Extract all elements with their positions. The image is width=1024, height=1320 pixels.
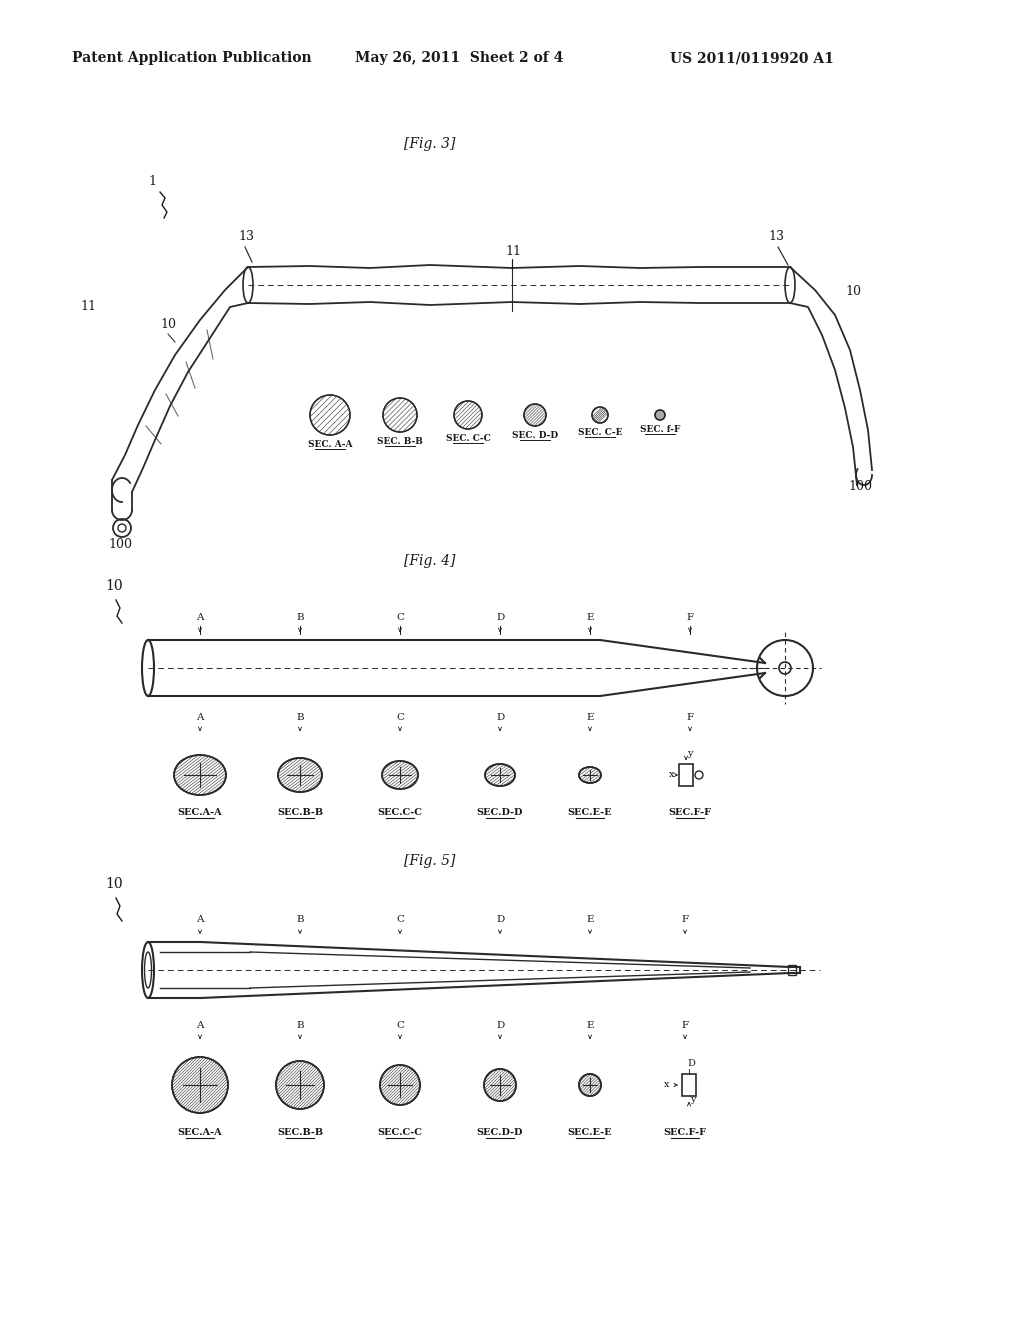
Ellipse shape [524,404,546,426]
Text: SEC.F-F: SEC.F-F [664,1129,707,1137]
Text: E: E [586,915,594,924]
Text: SEC. B-B: SEC. B-B [377,437,423,446]
Text: D: D [496,612,504,622]
Ellipse shape [382,762,418,789]
Bar [679,764,693,785]
Text: SEC.D-D: SEC.D-D [477,808,523,817]
Text: SEC.C-C: SEC.C-C [378,808,423,817]
Ellipse shape [380,1065,420,1105]
Ellipse shape [655,411,665,420]
Text: 10: 10 [105,876,123,891]
Text: A: A [196,915,204,924]
Ellipse shape [592,407,608,422]
Text: SEC.B-B: SEC.B-B [276,1129,323,1137]
Text: F: F [681,915,688,924]
Text: D: D [496,915,504,924]
Text: May 26, 2011  Sheet 2 of 4: May 26, 2011 Sheet 2 of 4 [355,51,563,65]
Text: B: B [296,713,304,722]
Text: F: F [681,1020,688,1030]
Text: SEC.D-D: SEC.D-D [477,1129,523,1137]
Text: Patent Application Publication: Patent Application Publication [72,51,311,65]
Text: 1: 1 [148,176,156,187]
Text: [Fig. 5]: [Fig. 5] [404,854,456,869]
Text: F: F [686,612,693,622]
Text: [Fig. 4]: [Fig. 4] [404,554,456,568]
Text: A: A [196,713,204,722]
Text: 100: 100 [848,480,872,492]
Text: SEC. D-D: SEC. D-D [512,432,558,440]
Ellipse shape [276,1061,324,1109]
Text: 11: 11 [80,300,96,313]
Text: x: x [664,1080,670,1089]
Text: D: D [687,1059,695,1068]
Text: SEC.E-E: SEC.E-E [567,808,612,817]
Text: 10: 10 [160,318,176,331]
Ellipse shape [485,764,515,785]
Text: 13: 13 [238,230,254,243]
Ellipse shape [484,1069,516,1101]
Text: F: F [686,713,693,722]
Text: SEC.A-A: SEC.A-A [177,1129,222,1137]
Text: C: C [396,915,404,924]
Text: E: E [586,612,594,622]
Text: D: D [496,1020,504,1030]
Text: SEC.A-A: SEC.A-A [177,808,222,817]
Text: 10: 10 [845,285,861,298]
Text: C: C [396,1020,404,1030]
Text: A: A [196,1020,204,1030]
Text: SEC.F-F: SEC.F-F [669,808,712,817]
Text: B: B [296,915,304,924]
Text: SEC. f-F: SEC. f-F [640,425,680,434]
Text: x: x [669,770,675,779]
Text: SEC.E-E: SEC.E-E [567,1129,612,1137]
Ellipse shape [310,395,350,436]
Text: 100: 100 [108,539,132,550]
Ellipse shape [579,767,601,783]
Text: C: C [396,713,404,722]
Ellipse shape [579,1074,601,1096]
Text: 10: 10 [105,579,123,593]
Bar [682,1074,696,1096]
Text: 11: 11 [505,246,521,257]
Text: SEC.B-B: SEC.B-B [276,808,323,817]
Text: SEC. C-E: SEC. C-E [578,428,623,437]
Bar [788,965,796,975]
Ellipse shape [454,401,482,429]
Text: B: B [296,1020,304,1030]
Text: A: A [196,612,204,622]
Text: y: y [687,748,692,758]
Text: SEC.C-C: SEC.C-C [378,1129,423,1137]
Text: E: E [586,1020,594,1030]
Text: E: E [586,713,594,722]
Text: D: D [496,713,504,722]
Ellipse shape [278,758,322,792]
Text: y: y [690,1096,695,1104]
Text: SEC. A-A: SEC. A-A [308,440,352,449]
Ellipse shape [174,755,226,795]
Text: 13: 13 [768,230,784,243]
Text: [Fig. 3]: [Fig. 3] [404,137,456,150]
Ellipse shape [172,1057,228,1113]
Text: B: B [296,612,304,622]
Text: US 2011/0119920 A1: US 2011/0119920 A1 [670,51,834,65]
Text: C: C [396,612,404,622]
Ellipse shape [383,399,417,432]
Text: SEC. C-C: SEC. C-C [445,434,490,444]
